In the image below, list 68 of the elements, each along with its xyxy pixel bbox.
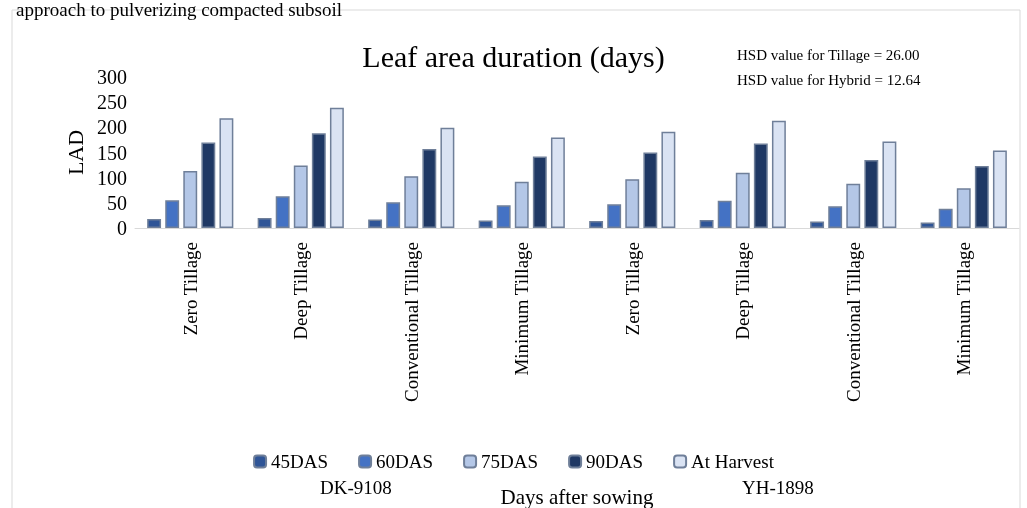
bar bbox=[828, 206, 843, 228]
bar bbox=[183, 171, 198, 228]
bar bbox=[147, 218, 162, 228]
text: HSD value for Tillage = 26.00 bbox=[737, 46, 920, 63]
x-tick-label: Zero Tillage bbox=[179, 242, 201, 336]
y-axis-title: LAD bbox=[62, 129, 88, 176]
bar bbox=[293, 165, 308, 228]
bar bbox=[643, 152, 658, 228]
legend-label: At Harvest bbox=[691, 451, 775, 472]
bar bbox=[404, 176, 419, 228]
y-tick-label: 0 bbox=[117, 217, 127, 239]
y-tick-label: 300 bbox=[97, 66, 127, 88]
bar bbox=[661, 131, 676, 228]
bar bbox=[550, 137, 565, 228]
y-tick-label: 150 bbox=[97, 141, 127, 164]
bar bbox=[974, 166, 989, 228]
bar bbox=[422, 148, 437, 228]
bar bbox=[735, 172, 750, 228]
y-tick-label: 50 bbox=[107, 191, 127, 214]
bar bbox=[753, 143, 768, 228]
text: approach to pulverizing compacted subsoil bbox=[16, 0, 343, 20]
x-tick-label: Deep Tillage bbox=[732, 242, 754, 340]
text: YH-1898 bbox=[742, 477, 814, 498]
bar bbox=[368, 219, 383, 228]
bar bbox=[329, 107, 344, 228]
bar bbox=[386, 202, 401, 228]
bar bbox=[771, 120, 786, 228]
bar bbox=[311, 133, 326, 228]
bar bbox=[589, 220, 604, 228]
x-tick-label: Conventional Tillage bbox=[842, 242, 864, 402]
y-tick-label: 100 bbox=[97, 166, 127, 189]
text: DK-9108 bbox=[320, 477, 392, 498]
x-tick-label: Minimum Tillage bbox=[511, 242, 533, 376]
x-tick-label: Deep Tillage bbox=[290, 242, 312, 340]
bar bbox=[514, 181, 529, 228]
bar bbox=[846, 183, 861, 228]
bar bbox=[938, 208, 953, 228]
bar bbox=[201, 142, 216, 228]
bar bbox=[625, 179, 640, 228]
bar bbox=[219, 118, 234, 228]
bar bbox=[257, 217, 272, 228]
bar bbox=[440, 127, 455, 228]
bar bbox=[992, 150, 1007, 228]
bar bbox=[532, 156, 547, 228]
bar bbox=[956, 188, 971, 228]
legend-label: 45DAS bbox=[271, 451, 329, 472]
bar bbox=[165, 200, 180, 228]
bar bbox=[864, 160, 879, 228]
x-tick-label: Zero Tillage bbox=[621, 242, 643, 336]
bar bbox=[810, 221, 825, 228]
bar bbox=[275, 196, 290, 228]
bar bbox=[496, 205, 511, 228]
bar bbox=[478, 220, 493, 228]
x-tick-label: Conventional Tillage bbox=[400, 242, 422, 402]
x-axis-title: Days after sowing bbox=[500, 484, 654, 508]
legend-label: 60DAS bbox=[376, 451, 434, 472]
bar bbox=[920, 222, 935, 228]
y-tick-label: 250 bbox=[97, 91, 127, 114]
chart-title: Leaf area duration (days) bbox=[362, 39, 665, 74]
legend-label: 75DAS bbox=[481, 451, 539, 472]
bar bbox=[717, 200, 732, 228]
bar bbox=[699, 219, 714, 228]
y-tick-label: 200 bbox=[97, 116, 127, 139]
x-tick-label: Minimum Tillage bbox=[953, 242, 975, 376]
bar bbox=[607, 204, 622, 228]
legend-label: 90DAS bbox=[586, 451, 644, 472]
bar bbox=[882, 141, 897, 228]
annotation: HSD value for Hybrid = 12.64 bbox=[737, 71, 921, 88]
